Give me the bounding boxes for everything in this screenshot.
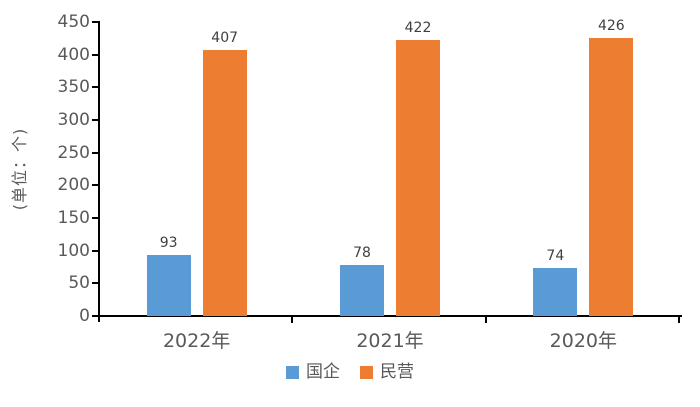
y-tick-mark	[92, 249, 100, 252]
legend-label: 国企	[306, 362, 340, 382]
y-tick-label: 200	[57, 175, 90, 196]
data-label: 74	[546, 247, 565, 264]
y-tick-mark	[92, 315, 100, 317]
bar-minying	[202, 50, 247, 316]
y-tick-mark	[92, 119, 100, 121]
legend-swatch-icon	[286, 365, 299, 379]
legend: 国企 民营	[0, 362, 700, 382]
x-axis-label: 2021年	[356, 330, 424, 352]
bar-guoqi	[533, 267, 578, 316]
y-tick-label: 350	[57, 77, 90, 98]
bar-minying	[396, 40, 440, 316]
data-label: 93	[159, 235, 178, 252]
y-tick-mark	[92, 217, 100, 219]
y-tick-mark	[92, 53, 100, 56]
y-tick-mark	[92, 21, 100, 23]
y-tick-mark	[92, 86, 100, 89]
y-tick-label: 0	[79, 306, 90, 326]
data-label: 422	[404, 20, 432, 37]
x-axis-label: 2020年	[549, 330, 617, 352]
y-axis-line	[98, 22, 100, 322]
bar-guoqi	[340, 265, 384, 316]
x-axis-line	[98, 315, 682, 317]
y-tick-label: 150	[57, 208, 90, 228]
y-tick-mark	[92, 282, 100, 285]
data-label: 407	[211, 30, 239, 47]
legend-label: 民营	[380, 362, 414, 382]
legend-item: 民营	[360, 362, 414, 382]
x-axis-boundary-tick	[291, 317, 294, 323]
y-tick-label: 50	[68, 273, 90, 294]
y-tick-label: 100	[57, 240, 90, 261]
y-tick-label: 450	[57, 12, 90, 32]
y-tick-label: 250	[57, 142, 90, 163]
data-label: 78	[353, 245, 371, 262]
x-axis-boundary-tick	[678, 317, 680, 323]
bar-minying	[589, 37, 634, 316]
x-axis-boundary-tick	[484, 317, 487, 323]
legend-swatch-icon	[360, 365, 373, 379]
x-axis-label: 2022年	[162, 330, 231, 352]
y-tick-label: 400	[57, 44, 90, 65]
y-tick-mark	[92, 151, 100, 154]
legend-item: 国企	[286, 362, 340, 382]
data-label: 426	[597, 17, 625, 34]
y-tick-mark	[92, 184, 100, 187]
y-tick-label: 300	[57, 110, 90, 130]
bar-guoqi	[146, 255, 191, 316]
